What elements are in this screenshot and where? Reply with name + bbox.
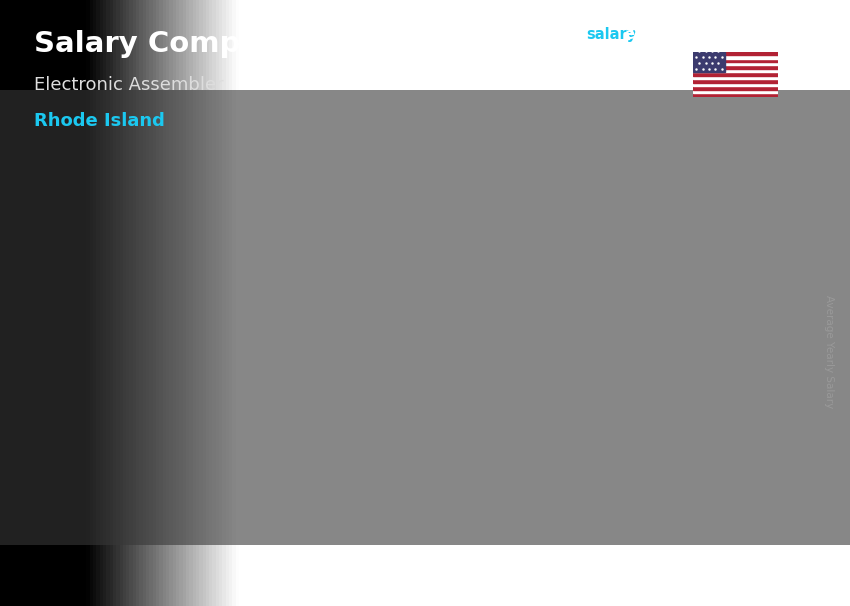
- Text: +40%: +40%: [211, 282, 287, 307]
- Text: 30,400 USD: 30,400 USD: [94, 356, 199, 371]
- Bar: [348, 328, 429, 521]
- Bar: [99, 383, 193, 390]
- Bar: [693, 90, 778, 93]
- Text: 60,200 USD: 60,200 USD: [592, 221, 698, 236]
- Bar: [693, 55, 778, 59]
- Text: 42,500 USD: 42,500 USD: [343, 302, 448, 316]
- Text: Salary Comparison By Education: Salary Comparison By Education: [34, 30, 567, 58]
- Bar: [598, 247, 678, 521]
- Bar: [179, 383, 193, 521]
- Bar: [693, 73, 778, 76]
- Text: explorer: explorer: [625, 27, 694, 42]
- Text: Average Yearly Salary: Average Yearly Salary: [824, 295, 834, 408]
- Bar: [693, 65, 778, 69]
- Bar: [693, 52, 725, 73]
- Bar: [598, 247, 692, 254]
- Bar: [693, 62, 778, 65]
- Bar: [693, 59, 778, 62]
- Bar: [693, 93, 778, 97]
- Bar: [693, 83, 778, 87]
- Text: salary: salary: [586, 27, 637, 42]
- Bar: [693, 52, 778, 55]
- Bar: [348, 328, 443, 335]
- Bar: [693, 87, 778, 90]
- Bar: [693, 76, 778, 79]
- Text: Electronic Assembler: Electronic Assembler: [34, 76, 224, 94]
- Bar: [99, 383, 179, 521]
- Bar: [693, 79, 778, 83]
- Bar: [678, 247, 692, 521]
- Text: Rhode Island: Rhode Island: [34, 112, 165, 130]
- Bar: [429, 328, 443, 521]
- Bar: [693, 69, 778, 73]
- Text: .com: .com: [674, 27, 713, 42]
- Text: +42%: +42%: [468, 221, 558, 249]
